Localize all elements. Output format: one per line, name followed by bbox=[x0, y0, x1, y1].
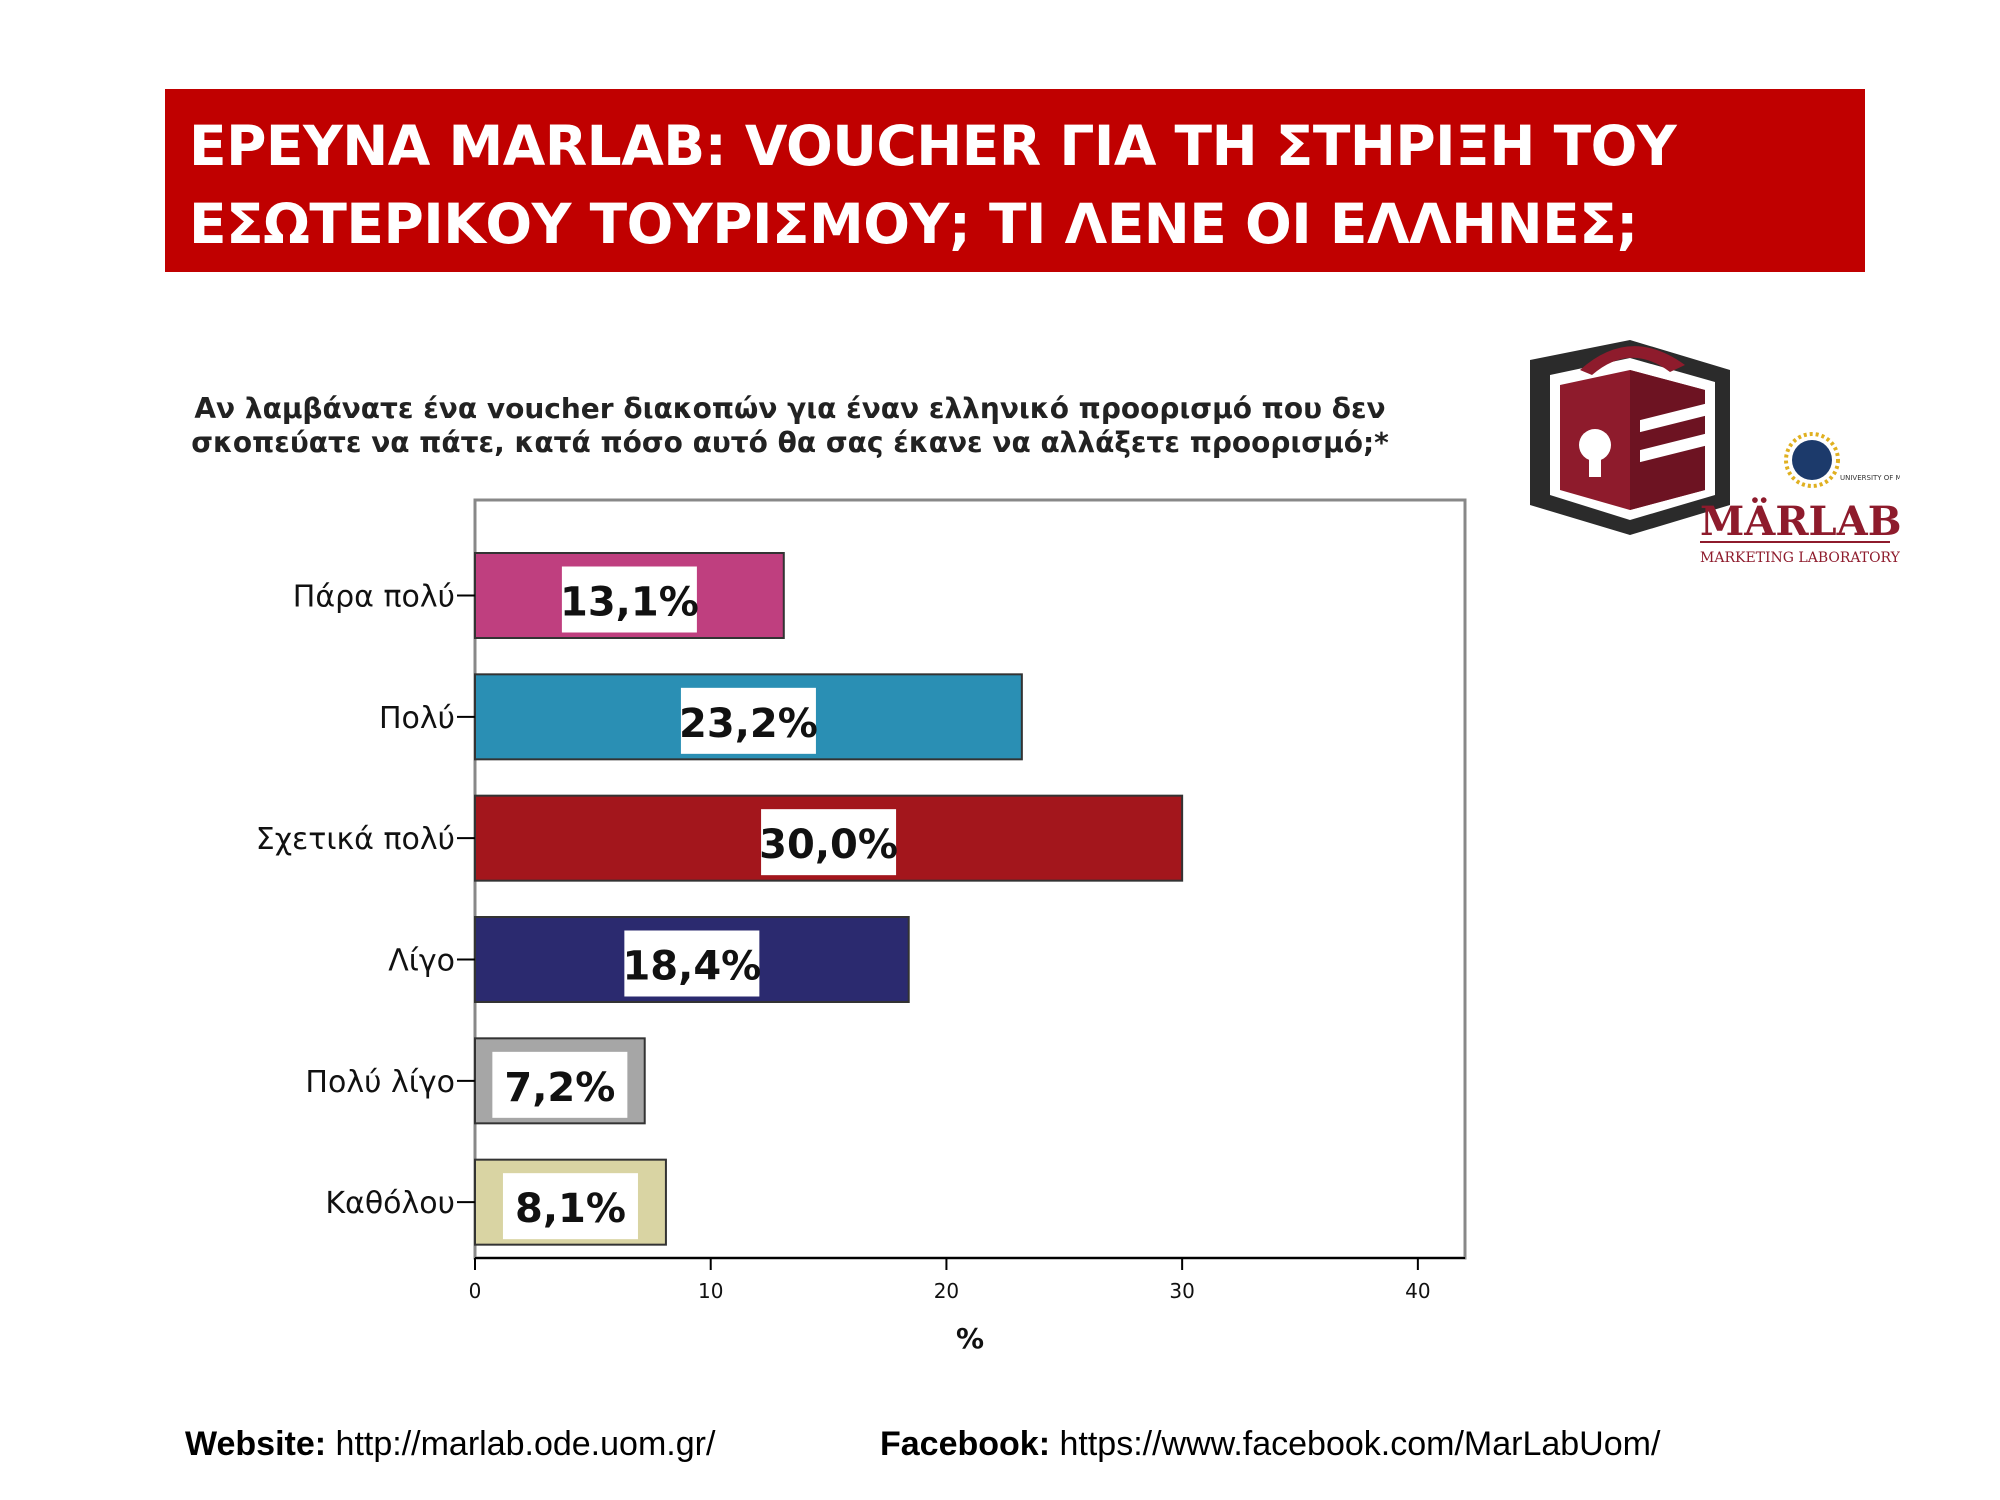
data-label: 30,0% bbox=[759, 822, 898, 868]
banner-title-line-1: ΕΡΕΥΝΑ MARLAB: VOUCHER ΓΙΑ ΤΗ ΣΤΗΡΙΞΗ ΤΟ… bbox=[189, 114, 1677, 178]
chart-title: Αν λαμβάνατε ένα voucher διακοπών για έν… bbox=[150, 392, 1430, 460]
x-tick-label: 0 bbox=[469, 1279, 482, 1303]
x-tick-label: 40 bbox=[1405, 1279, 1430, 1303]
facebook-info: Facebook: https://www.facebook.com/MarLa… bbox=[880, 1425, 1660, 1464]
data-label-box bbox=[561, 566, 697, 633]
data-label: 18,4% bbox=[622, 944, 761, 990]
y-tick-label: Λίγο bbox=[388, 944, 455, 979]
data-label: 13,1% bbox=[560, 580, 699, 626]
y-tick-label: Πολύ λίγο bbox=[305, 1065, 455, 1100]
x-tick-label: 30 bbox=[1169, 1279, 1194, 1303]
bar-chart: Πάρα πολύ 13,1% Πολύ 23,2% Σχετικά πολύ 30,0%… bbox=[256, 498, 1467, 1355]
facebook-link[interactable]: https://www.facebook.com/MarLabUom/ bbox=[1059, 1425, 1661, 1463]
x-tick-label: 20 bbox=[934, 1279, 959, 1303]
chart-title-line-2: σκοπεύατε να πάτε, κατά πόσο αυτό θα σας… bbox=[191, 426, 1389, 459]
data-label-box bbox=[492, 1051, 628, 1118]
data-label-box bbox=[502, 1173, 638, 1240]
data-label: 23,2% bbox=[679, 701, 818, 747]
y-tick-label: Σχετικά πολύ bbox=[256, 822, 455, 857]
data-label: 7,2% bbox=[504, 1065, 615, 1111]
data-label: 8,1% bbox=[515, 1186, 626, 1232]
website-link[interactable]: http://marlab.ode.uom.gr/ bbox=[335, 1425, 716, 1463]
data-label-box bbox=[680, 687, 816, 754]
data-label-box bbox=[624, 930, 760, 997]
facebook-label: Facebook: bbox=[880, 1425, 1051, 1463]
x-axis-label: % bbox=[956, 1322, 984, 1355]
marlab-logo: UNIVERSITY OF MACEDONIA MÄRLAB MARKETING… bbox=[1530, 340, 1900, 566]
y-tick-label: Καθόλου bbox=[325, 1186, 455, 1221]
banner-title-line-2: ΕΣΩΤΕΡΙΚΟΥ ΤΟΥΡΙΣΜΟΥ; ΤΙ ΛΕΝΕ ΟΙ ΕΛΛΗΝΕΣ… bbox=[189, 192, 1638, 256]
logo-subtitle: MARKETING LABORATORY bbox=[1700, 550, 1900, 566]
university-name: UNIVERSITY OF MACEDONIA bbox=[1840, 474, 1900, 482]
university-seal-icon bbox=[1784, 432, 1840, 488]
title-banner: ΕΡΕΥΝΑ MARLAB: VOUCHER ΓΙΑ ΤΗ ΣΤΗΡΙΞΗ ΤΟ… bbox=[165, 89, 1865, 272]
x-tick-label: 10 bbox=[698, 1279, 723, 1303]
data-label-box bbox=[761, 809, 897, 876]
y-tick-label: Πολύ bbox=[379, 701, 455, 736]
logo-brand: MÄRLAB bbox=[1700, 498, 1900, 545]
website-label: Website: bbox=[185, 1425, 327, 1463]
lock-cube-icon bbox=[1530, 340, 1730, 535]
website-info: Website: http://marlab.ode.uom.gr/ bbox=[185, 1425, 715, 1464]
chart-title-line-1: Αν λαμβάνατε ένα voucher διακοπών για έν… bbox=[194, 392, 1386, 425]
y-tick-label: Πάρα πολύ bbox=[293, 580, 455, 615]
